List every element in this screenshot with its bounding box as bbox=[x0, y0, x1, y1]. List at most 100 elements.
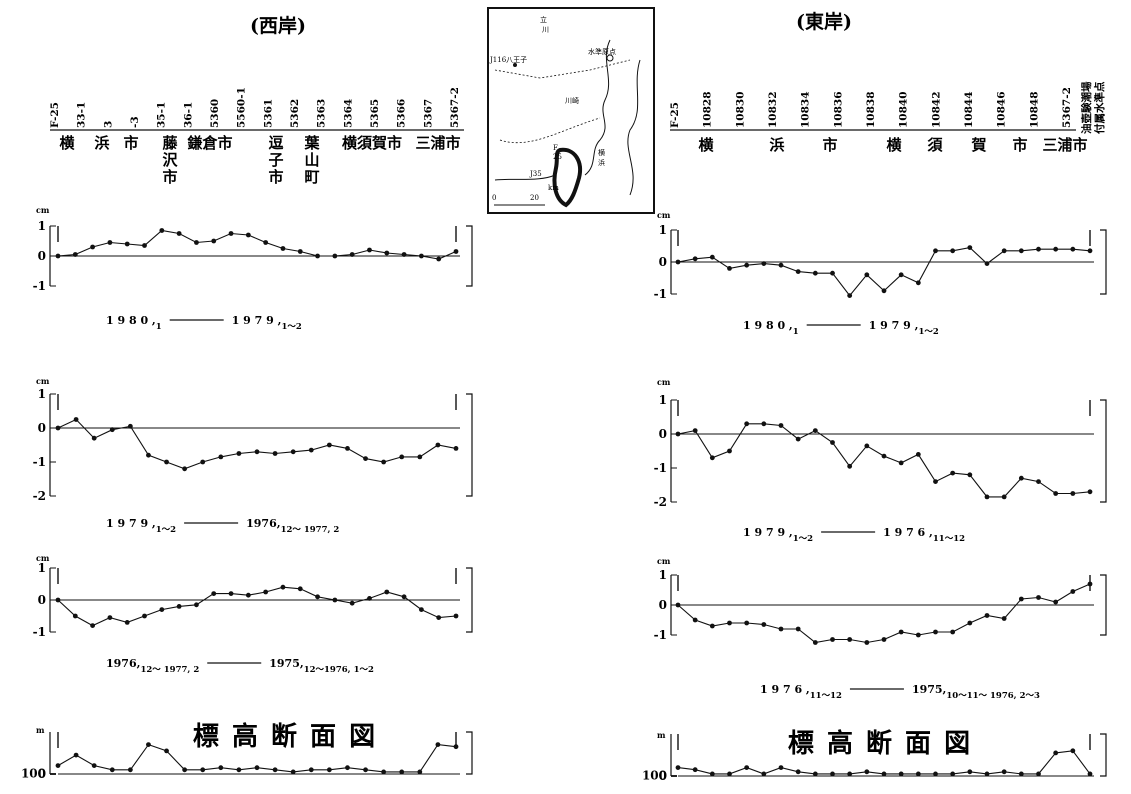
data-point bbox=[1070, 246, 1076, 252]
data-point bbox=[91, 435, 97, 441]
data-point bbox=[1053, 750, 1059, 756]
east-city-label: 市 bbox=[1012, 136, 1027, 154]
datum-origin-icon bbox=[606, 54, 614, 62]
data-point bbox=[417, 769, 423, 775]
data-point bbox=[127, 767, 133, 773]
data-point bbox=[1001, 769, 1007, 775]
chart-e2: cm 1 0 -1 -2 1 9 7 9 ,1～2 1 9 7 6 ,11～12 bbox=[654, 377, 1107, 544]
data-point bbox=[218, 454, 224, 460]
caption-epoch-old-sub: 11～12 bbox=[933, 534, 965, 544]
east-benchmark-label: 10830 bbox=[734, 91, 746, 128]
chart-caption: 1976,12～ 1977, 2 1975,12～1976, 1～2 bbox=[106, 657, 374, 675]
west-benchmark-label: 36-1 bbox=[182, 102, 194, 128]
data-point bbox=[200, 767, 206, 773]
data-point bbox=[194, 240, 199, 245]
west-city-label: 山 bbox=[304, 151, 319, 169]
map-label: J116八王子 bbox=[489, 56, 527, 64]
data-point bbox=[950, 470, 956, 476]
y-tick-label: 0 bbox=[38, 593, 46, 607]
right-bracket bbox=[1100, 399, 1107, 503]
caption-epoch-new: 1976, bbox=[106, 657, 140, 670]
y-tick-label: 0 bbox=[659, 769, 667, 783]
data-point bbox=[142, 613, 147, 619]
caption-epoch-new-sub: 1～2 bbox=[793, 534, 813, 544]
east-benchmark-label: 5367-2 bbox=[1061, 87, 1073, 128]
data-point bbox=[55, 425, 61, 431]
west-city-label: 浜 bbox=[94, 134, 109, 152]
y-tick-label: 0 bbox=[38, 767, 46, 781]
data-point bbox=[984, 494, 990, 500]
data-point bbox=[812, 428, 818, 433]
data-point bbox=[182, 466, 188, 472]
data-point bbox=[315, 253, 320, 259]
data-point bbox=[967, 620, 973, 626]
data-point bbox=[384, 589, 390, 595]
coastline bbox=[584, 39, 611, 176]
east-benchmark-label: 10844 bbox=[963, 91, 975, 128]
data-point bbox=[73, 417, 79, 422]
data-point bbox=[345, 446, 350, 451]
data-point bbox=[297, 586, 303, 592]
data-point bbox=[727, 771, 732, 777]
caption-epoch-new: 1 9 8 0 , bbox=[743, 319, 793, 332]
data-point bbox=[984, 261, 990, 266]
data-point bbox=[1036, 595, 1041, 600]
hachioji-benchmark-icon bbox=[513, 63, 517, 67]
data-point bbox=[109, 767, 115, 773]
caption-epoch-old: 1975, bbox=[912, 683, 946, 696]
y-tick-label: 1 bbox=[38, 561, 46, 575]
west-city-label: 横須賀市 bbox=[342, 134, 402, 152]
data-point bbox=[1018, 475, 1024, 481]
data-point bbox=[91, 763, 97, 768]
data-point bbox=[367, 596, 372, 601]
data-point bbox=[1053, 246, 1059, 252]
data-point bbox=[709, 623, 715, 629]
data-point bbox=[254, 449, 260, 455]
data-point bbox=[453, 744, 459, 750]
data-point bbox=[1001, 494, 1007, 500]
west-city-label: 子 bbox=[268, 151, 283, 169]
data-point bbox=[967, 472, 973, 478]
west-benchmark-label: 5365 bbox=[369, 99, 381, 128]
y-tick-label: -1 bbox=[33, 455, 46, 469]
data-point bbox=[272, 451, 278, 456]
caption-epoch-new: 1 9 7 9 , bbox=[743, 526, 793, 539]
map-label: 0 bbox=[492, 194, 496, 202]
chart-caption: 1 9 8 0 ,1 1 9 7 9 ,1～2 bbox=[743, 319, 939, 337]
data-point bbox=[881, 771, 887, 777]
west-benchmark-label: 5362 bbox=[289, 99, 301, 128]
data-point bbox=[950, 629, 956, 635]
west-benchmark-label: 5360 bbox=[209, 99, 221, 128]
data-point bbox=[744, 765, 750, 770]
data-point bbox=[812, 270, 818, 276]
data-point bbox=[915, 771, 921, 777]
data-point bbox=[142, 243, 147, 248]
data-point bbox=[795, 436, 801, 442]
data-point bbox=[332, 253, 338, 259]
east-city-label: 市 bbox=[822, 136, 837, 154]
data-point bbox=[692, 617, 698, 623]
data-point bbox=[675, 765, 681, 770]
data-point bbox=[1001, 248, 1007, 254]
chart-w3: cm1 0 -1 1976,12～ 1977, 2 1975,12～1976, 1～2 bbox=[33, 553, 473, 675]
data-point bbox=[1087, 771, 1093, 777]
data-point bbox=[692, 256, 698, 262]
data-point bbox=[847, 293, 853, 298]
axis-unit-label: m bbox=[657, 730, 666, 740]
east-benchmark-label: 10846 bbox=[996, 91, 1008, 128]
data-point bbox=[381, 459, 387, 465]
data-point bbox=[984, 613, 990, 618]
map-label: 川崎 bbox=[565, 96, 579, 105]
data-point bbox=[245, 592, 251, 598]
axis-unit-label: cm bbox=[657, 556, 671, 566]
series-line bbox=[677, 423, 1091, 498]
map-label: F bbox=[553, 144, 558, 152]
caption-epoch-new-sub: 1～2 bbox=[156, 525, 176, 535]
caption-epoch-new: 1 9 8 0 , bbox=[106, 314, 156, 327]
right-bracket bbox=[1100, 229, 1107, 295]
data-point bbox=[864, 443, 870, 449]
data-point bbox=[146, 452, 151, 458]
data-point bbox=[245, 232, 251, 238]
